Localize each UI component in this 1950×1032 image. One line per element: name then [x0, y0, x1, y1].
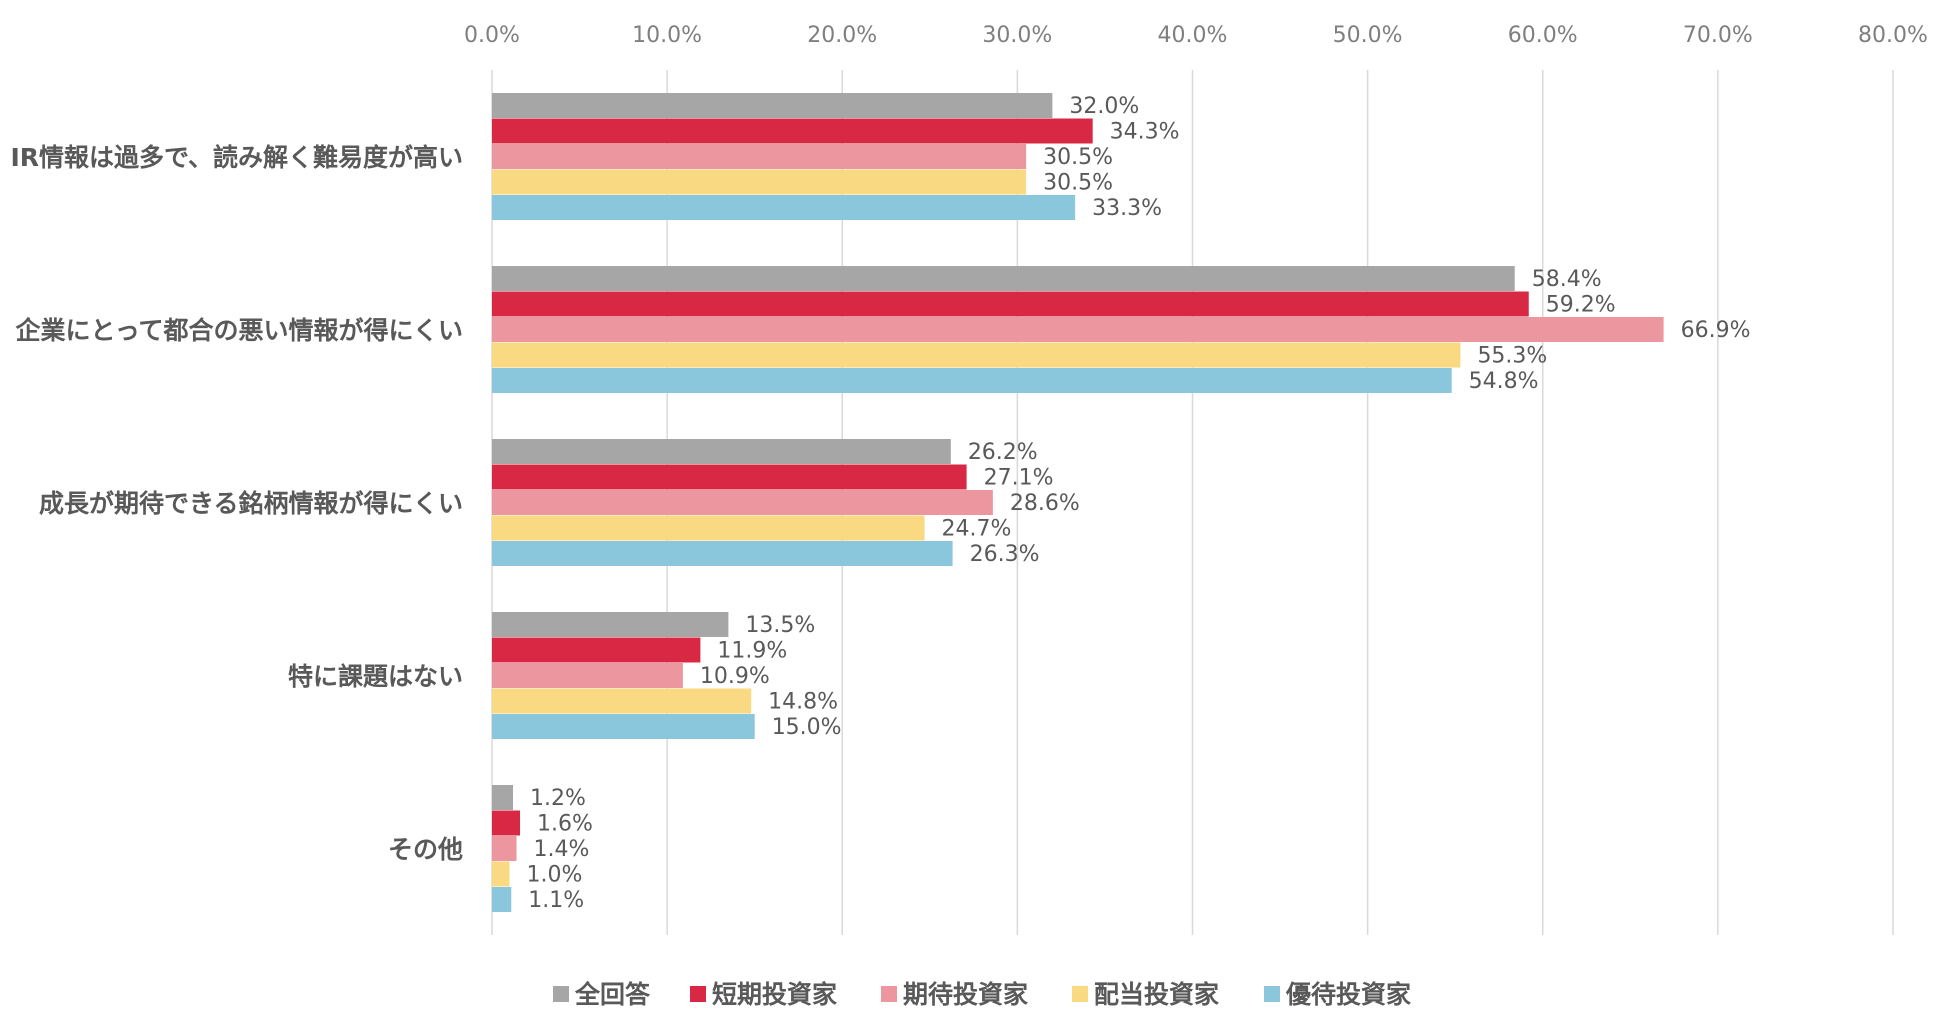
data-label: 26.2% [968, 440, 1038, 465]
data-label: 11.9% [717, 639, 787, 664]
bar [492, 195, 1076, 220]
data-label: 55.3% [1477, 344, 1547, 369]
x-tick-label: 70.0% [1683, 23, 1753, 48]
bar [492, 836, 517, 861]
category-label: 特に課題はない [288, 662, 463, 691]
data-label: 1.1% [528, 888, 584, 913]
bar [492, 93, 1053, 118]
legend-swatch [1072, 986, 1088, 1002]
data-label: 58.4% [1532, 267, 1602, 292]
bar [492, 861, 510, 887]
category-label: 成長が期待できる銘柄情報が得にくい [39, 489, 463, 518]
data-label: 1.6% [537, 812, 593, 837]
category-label: IR情報は過多で、読み解く難易度が高い [10, 143, 463, 172]
category-label: 企業にとって都合の悪い情報が得にくい [15, 316, 463, 345]
data-label: 59.2% [1546, 293, 1616, 318]
category-label: その他 [388, 835, 463, 864]
data-label: 54.8% [1469, 369, 1539, 394]
data-label: 33.3% [1092, 196, 1162, 221]
data-label: 24.7% [942, 517, 1012, 542]
data-label: 34.3% [1110, 120, 1180, 145]
data-label: 10.9% [700, 664, 770, 689]
x-tick-label: 60.0% [1508, 23, 1578, 48]
data-label: 30.5% [1043, 171, 1113, 196]
x-tick-label: 80.0% [1858, 23, 1928, 48]
bar [492, 144, 1027, 169]
legend-swatch [1264, 986, 1280, 1002]
legend-label: 短期投資家 [712, 980, 837, 1009]
bar [492, 118, 1093, 144]
bar [492, 688, 752, 714]
data-label: 15.0% [772, 715, 842, 740]
bar [492, 637, 701, 663]
data-label: 1.4% [534, 837, 590, 862]
bar [492, 714, 755, 739]
bar [492, 342, 1461, 368]
category-labels: IR情報は過多で、読み解く難易度が高い企業にとって都合の悪い情報が得にくい成長が… [10, 143, 463, 864]
x-tick-label: 30.0% [982, 23, 1052, 48]
bar [492, 810, 521, 836]
bar [492, 663, 683, 688]
data-label: 30.5% [1043, 145, 1113, 170]
data-label: 26.3% [970, 542, 1040, 567]
x-tick-label: 0.0% [464, 23, 520, 48]
x-axis-ticks: 0.0% 10.0% 20.0% 30.0% 40.0% 50.0% 60.0% 70.0% 8… [464, 23, 1928, 48]
legend-label: 配当投資家 [1094, 980, 1219, 1009]
bar [492, 887, 512, 912]
legend-swatch [553, 986, 569, 1002]
data-label: 13.5% [745, 613, 815, 638]
data-label: 27.1% [984, 466, 1054, 491]
x-tick-label: 10.0% [632, 23, 702, 48]
bar [492, 541, 953, 566]
bar [492, 515, 925, 541]
data-label: 1.2% [530, 786, 586, 811]
x-tick-label: 20.0% [807, 23, 877, 48]
legend-label: 期待投資家 [903, 980, 1028, 1009]
bar [492, 266, 1515, 291]
data-label: 66.9% [1681, 318, 1751, 343]
data-label: 1.0% [527, 863, 583, 888]
legend: 全回答 短期投資家 期待投資家 配当投資家 優待投資家 [553, 980, 1411, 1009]
legend-label: 優待投資家 [1285, 980, 1411, 1009]
bar [492, 368, 1452, 393]
bar [492, 439, 951, 464]
bar [492, 612, 729, 637]
legend-swatch [881, 986, 897, 1002]
bar [492, 291, 1529, 317]
data-label: 28.6% [1010, 491, 1080, 516]
bar [492, 785, 514, 810]
data-label: 32.0% [1069, 94, 1139, 119]
bar [492, 169, 1027, 195]
legend-label: 全回答 [574, 980, 651, 1009]
bar [492, 464, 967, 490]
legend-swatch [690, 986, 706, 1002]
bars: 32.0%34.3%30.5%30.5%33.3%58.4%59.2%66.9%… [492, 93, 1750, 913]
bar [492, 490, 993, 515]
x-tick-label: 40.0% [1158, 23, 1228, 48]
data-label: 14.8% [768, 690, 838, 715]
x-tick-label: 50.0% [1333, 23, 1403, 48]
bar [492, 317, 1664, 342]
